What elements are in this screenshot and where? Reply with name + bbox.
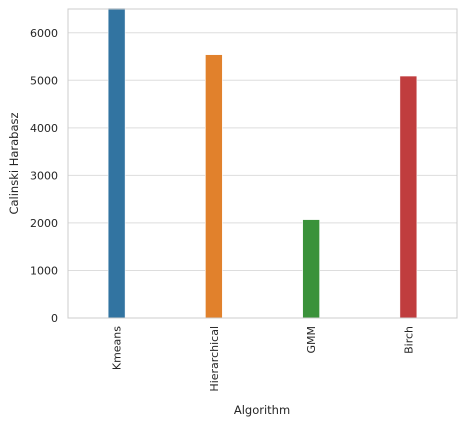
y-tick-label: 4000 bbox=[30, 122, 58, 135]
bar-hierarchical bbox=[205, 54, 223, 319]
bars bbox=[107, 7, 418, 319]
y-tick-label: 2000 bbox=[30, 217, 58, 230]
x-tick-label-hierarchical: Hierarchical bbox=[208, 326, 221, 392]
gridlines bbox=[68, 32, 457, 319]
x-tick-label-kmeans: Kmeans bbox=[111, 326, 124, 370]
x-tick-label-gmm: GMM bbox=[305, 326, 318, 354]
y-axis-label: Calinski Harabasz bbox=[7, 112, 21, 214]
x-tick-labels: Kmeans Hierarchical GMM Birch bbox=[111, 326, 416, 392]
x-axis-label: Algorithm bbox=[234, 403, 290, 417]
plot-area bbox=[68, 9, 457, 318]
x-tick-label-birch: Birch bbox=[402, 326, 415, 354]
y-tick-label: 3000 bbox=[30, 169, 58, 182]
y-tick-label: 6000 bbox=[30, 27, 58, 40]
y-tick-labels: 0 1000 2000 3000 4000 5000 6000 bbox=[30, 27, 58, 325]
bar-gmm bbox=[302, 219, 320, 319]
y-tick-label: 5000 bbox=[30, 74, 58, 87]
bar-birch bbox=[399, 75, 418, 319]
bar-kmeans bbox=[107, 7, 126, 319]
y-tick-label: 1000 bbox=[30, 264, 58, 277]
y-tick-label: 0 bbox=[51, 312, 58, 325]
plot-frame bbox=[67, 8, 458, 319]
